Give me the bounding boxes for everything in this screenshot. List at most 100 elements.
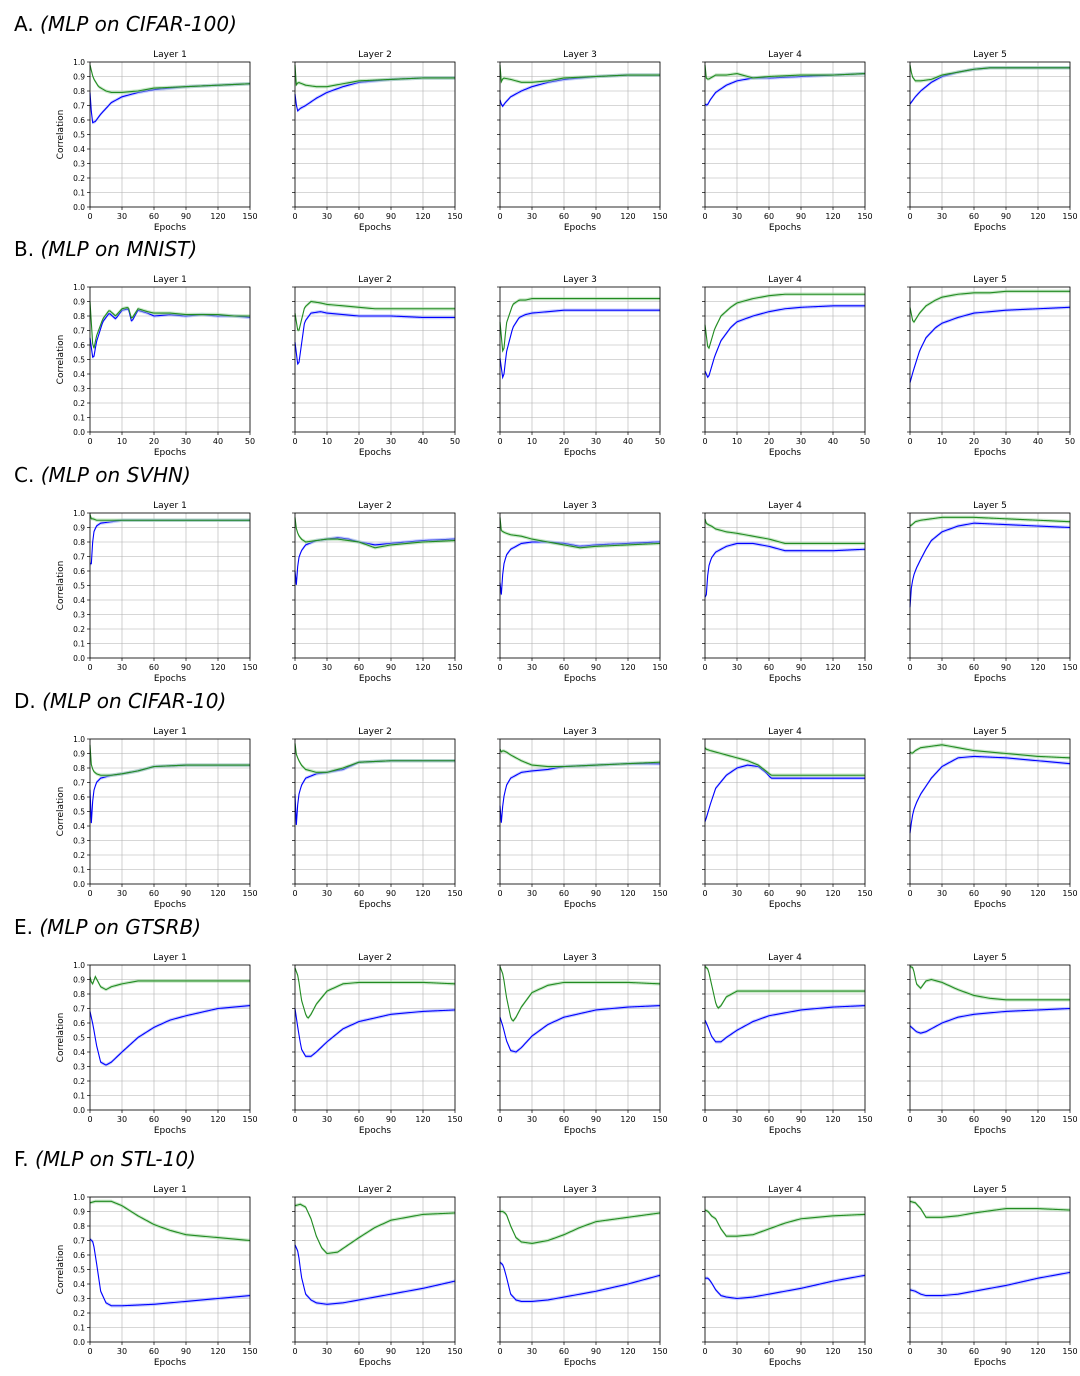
x-axis-label: Epochs [359, 448, 392, 458]
x-axis-label: Epochs [154, 1358, 187, 1368]
x-tick-label: 90 [1001, 212, 1011, 221]
x-tick-label: 120 [1030, 212, 1045, 221]
x-tick-label: 90 [591, 663, 601, 672]
series-line-green [89, 64, 251, 94]
x-tick-label: 60 [969, 1347, 979, 1356]
x-axis-label: Epochs [564, 1358, 597, 1368]
x-axis-label: Epochs [974, 1126, 1007, 1136]
y-tick-label: 0.3 [73, 384, 85, 393]
series-band-green [705, 745, 865, 777]
series-line-green [89, 514, 250, 521]
x-tick-label: 60 [764, 212, 774, 221]
series-line-green [499, 966, 661, 1022]
x-tick-label: 0 [702, 437, 707, 446]
series-line-green [909, 744, 1071, 759]
x-axis-label: Epochs [154, 223, 187, 233]
x-tick-label: 90 [796, 1115, 806, 1124]
x-tick-label: 30 [937, 1115, 947, 1124]
x-tick-label: 60 [149, 1347, 159, 1356]
x-tick-label: 120 [210, 663, 225, 672]
x-tick-label: 0 [497, 212, 502, 221]
panel-title: A. (MLP on CIFAR-100) [14, 12, 237, 36]
x-tick-label: 30 [732, 1115, 742, 1124]
y-tick-label: 0.8 [73, 1222, 85, 1231]
x-tick-label: 0 [497, 663, 502, 672]
series-line-blue [499, 309, 660, 380]
x-tick-label: 90 [181, 1347, 191, 1356]
x-tick-label: 150 [242, 1115, 257, 1124]
x-tick-label: 0 [497, 889, 502, 898]
series-band-green [295, 299, 455, 332]
series-line-blue [909, 67, 1070, 105]
subplot-title: Layer 4 [768, 953, 802, 963]
x-tick-label: 30 [937, 212, 947, 221]
x-tick-label: 60 [354, 212, 364, 221]
y-tick-label: 0.6 [73, 567, 85, 576]
y-tick-label: 0.1 [73, 865, 85, 874]
x-tick-label: 40 [418, 437, 428, 446]
y-tick-label: 1.0 [73, 509, 85, 518]
y-tick-label: 0.7 [73, 1004, 85, 1013]
x-tick-label: 20 [354, 437, 364, 446]
x-axis-label: Epochs [769, 1358, 802, 1368]
x-tick-label: 150 [857, 889, 872, 898]
series-band-green [90, 743, 250, 777]
series-band-green [910, 965, 1070, 1002]
subplot-title: Layer 2 [358, 727, 392, 737]
x-tick-label: 90 [591, 1115, 601, 1124]
x-tick-label: 0 [907, 437, 912, 446]
series-line-green [89, 301, 250, 349]
y-axis-label: Correlation [56, 335, 66, 385]
series-line-blue [909, 522, 1071, 608]
subplot-e-layer-4: Layer 4 0 30 60 90 120 150 Epochs [702, 953, 873, 1136]
y-tick-label: 0.9 [73, 1207, 85, 1216]
series-line-blue [704, 305, 865, 379]
series-band-blue [295, 1006, 455, 1059]
y-axis-label: Correlation [56, 787, 66, 837]
x-axis-label: Epochs [359, 1358, 392, 1368]
x-tick-label: 20 [969, 437, 979, 446]
y-tick-label: 0.8 [73, 990, 85, 999]
x-tick-label: 120 [620, 212, 635, 221]
x-tick-label: 150 [242, 212, 257, 221]
subplot-d-layer-4: Layer 4 0 30 60 90 120 150 Epochs [702, 727, 873, 910]
subplot-title: Layer 4 [768, 727, 802, 737]
x-tick-label: 150 [447, 663, 462, 672]
series-line-green [499, 64, 660, 84]
y-tick-label: 0.0 [73, 1106, 85, 1115]
panel-model: (MLP on GTSRB) [39, 915, 202, 939]
x-axis-label: Epochs [974, 223, 1007, 233]
series-line-blue [909, 306, 1071, 383]
x-tick-label: 0 [702, 1115, 707, 1124]
y-tick-label: 0.2 [73, 851, 85, 860]
series-line-blue [89, 1238, 251, 1307]
subplot-title: Layer 1 [153, 727, 187, 737]
grid [909, 964, 1071, 1111]
x-tick-label: 30 [117, 663, 127, 672]
series-line-blue [294, 1008, 456, 1057]
x-tick-label: 120 [825, 663, 840, 672]
series-line-green [89, 744, 250, 776]
x-tick-label: 30 [322, 663, 332, 672]
x-tick-label: 120 [825, 212, 840, 221]
x-tick-label: 0 [292, 1115, 297, 1124]
x-tick-label: 120 [415, 1115, 430, 1124]
x-tick-label: 30 [527, 1115, 537, 1124]
x-axis-label: Epochs [564, 900, 597, 910]
series-line-green [89, 1200, 251, 1242]
series-band-blue [705, 1003, 865, 1044]
x-tick-label: 90 [591, 212, 601, 221]
x-tick-label: 120 [210, 212, 225, 221]
subplot-c-layer-3: Layer 3 0 30 60 90 120 150 Epochs [497, 501, 668, 684]
y-tick-label: 1.0 [73, 58, 85, 67]
x-tick-label: 90 [591, 889, 601, 898]
x-tick-label: 150 [857, 663, 872, 672]
series-band-green [90, 63, 250, 95]
x-tick-label: 150 [447, 1115, 462, 1124]
x-tick-label: 150 [1062, 889, 1077, 898]
panel-label: C. [14, 463, 35, 487]
y-tick-label: 0.3 [73, 1294, 85, 1303]
x-tick-label: 150 [857, 1347, 872, 1356]
series-line-green [909, 516, 1071, 527]
subplot-f-layer-2: Layer 2 0 30 60 90 120 150 Epochs [292, 1185, 463, 1368]
